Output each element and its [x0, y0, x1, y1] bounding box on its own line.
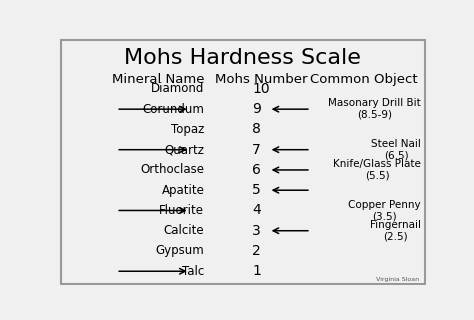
Text: 3: 3 — [252, 224, 261, 238]
Text: Knife/Glass Plate
(5.5): Knife/Glass Plate (5.5) — [333, 159, 421, 181]
Text: 10: 10 — [252, 82, 270, 96]
Text: 5: 5 — [252, 183, 261, 197]
Text: Copper Penny
(3.5): Copper Penny (3.5) — [348, 200, 421, 221]
Text: Mineral Name: Mineral Name — [112, 73, 205, 86]
Text: Apatite: Apatite — [162, 184, 204, 197]
Text: Gypsum: Gypsum — [155, 244, 204, 258]
Text: Mohs Hardness Scale: Mohs Hardness Scale — [125, 48, 361, 68]
Text: Topaz: Topaz — [171, 123, 204, 136]
Text: Orthoclase: Orthoclase — [140, 164, 204, 176]
Text: Diamond: Diamond — [151, 83, 204, 95]
Text: Common Object: Common Object — [310, 73, 418, 86]
Text: 8: 8 — [252, 123, 261, 136]
Text: 7: 7 — [252, 143, 261, 157]
Text: 4: 4 — [252, 204, 261, 218]
Text: Talc: Talc — [182, 265, 204, 278]
Text: Fluorite: Fluorite — [159, 204, 204, 217]
Text: 2: 2 — [252, 244, 261, 258]
Text: Corundum: Corundum — [143, 103, 204, 116]
Text: 1: 1 — [252, 264, 261, 278]
Text: 9: 9 — [252, 102, 261, 116]
Text: Fingernail
(2.5): Fingernail (2.5) — [370, 220, 421, 242]
Text: Mohs Number: Mohs Number — [215, 73, 308, 86]
Text: Virginia Sloan: Virginia Sloan — [376, 277, 419, 282]
Text: Quartz: Quartz — [164, 143, 204, 156]
Text: Calcite: Calcite — [164, 224, 204, 237]
Text: Masonary Drill Bit
(8.5-9): Masonary Drill Bit (8.5-9) — [328, 98, 421, 120]
Text: 6: 6 — [252, 163, 261, 177]
Text: Steel Nail
(6.5): Steel Nail (6.5) — [371, 139, 421, 161]
